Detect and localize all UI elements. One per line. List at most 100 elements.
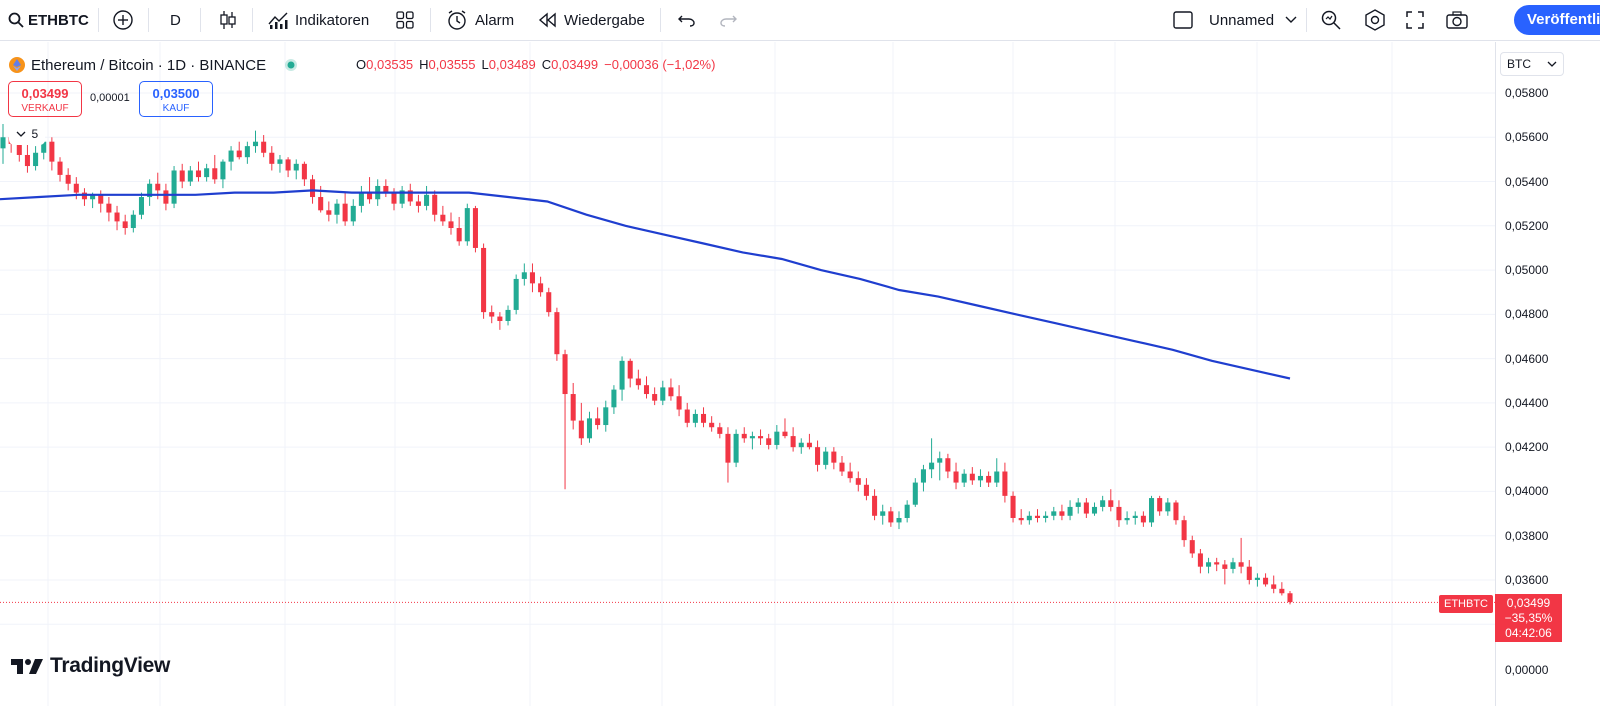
candle-body xyxy=(16,143,22,155)
candle-body xyxy=(692,413,698,423)
indicators-icon xyxy=(268,12,288,29)
candle-body xyxy=(668,387,674,397)
candle-body xyxy=(1043,515,1049,518)
alarm-button[interactable]: Alarm xyxy=(446,0,514,41)
candle-body xyxy=(839,462,845,472)
candle-body xyxy=(1189,540,1195,554)
candle-body xyxy=(652,394,658,401)
candle-body xyxy=(521,272,527,279)
candle-body xyxy=(660,387,666,401)
high-value: 0,03555 xyxy=(428,57,476,72)
candles-icon xyxy=(220,11,236,29)
candle-body xyxy=(1051,511,1057,516)
currency-label: BTC xyxy=(1507,57,1531,71)
candle-body xyxy=(489,312,495,317)
symbol-label: ETHBTC xyxy=(28,11,89,29)
candle-body xyxy=(497,316,503,321)
candle-body xyxy=(863,484,869,496)
candle-body xyxy=(138,197,144,215)
interval-label: D xyxy=(170,11,181,29)
candle-body xyxy=(684,409,690,423)
candle-body xyxy=(937,458,943,463)
layout-name: Unnamed xyxy=(1209,11,1275,29)
candle-body xyxy=(358,192,364,206)
candle-body xyxy=(1222,564,1228,569)
candle-body xyxy=(643,385,650,395)
snapshot-button[interactable] xyxy=(1445,0,1469,41)
last-price-label: 0,03499 −35,35% 04:42:06 xyxy=(1495,594,1562,642)
candle-body xyxy=(1287,593,1293,603)
currency-select[interactable]: BTC xyxy=(1500,52,1564,76)
sell-button[interactable]: 0,03499 VERKAUF xyxy=(8,81,82,117)
templates-icon xyxy=(396,11,414,29)
candle-body xyxy=(717,427,723,434)
layout-menu-button[interactable]: Unnamed xyxy=(1209,0,1298,41)
candle-body xyxy=(977,475,983,481)
layout-checkbox[interactable] xyxy=(1172,0,1194,41)
candle-body xyxy=(815,447,821,465)
indicators-collapse-toggle[interactable]: 5 xyxy=(10,124,44,144)
candle-body xyxy=(277,159,283,164)
candle-body xyxy=(49,141,55,162)
candle-body xyxy=(326,210,332,215)
candle-body xyxy=(570,394,576,421)
candle-body xyxy=(269,152,275,164)
candle-body xyxy=(57,161,63,175)
compare-symbol-button[interactable] xyxy=(112,0,134,41)
search-icon xyxy=(8,12,24,28)
candlestick-series xyxy=(0,123,1293,605)
candle-body xyxy=(961,473,967,483)
publish-button[interactable]: Veröffentlichen xyxy=(1514,5,1600,35)
candle-body xyxy=(505,309,511,321)
candle-body xyxy=(1100,500,1106,507)
templates-button[interactable] xyxy=(395,0,415,41)
candle-body xyxy=(440,214,446,222)
interval-button[interactable]: D xyxy=(170,0,181,41)
symbol-legend[interactable]: Ethereum / Bitcoin · 1D · BINANCE xyxy=(8,56,298,74)
candle-body xyxy=(432,194,438,215)
candle-body xyxy=(806,442,812,448)
candle-body xyxy=(774,431,780,445)
candle-body xyxy=(953,471,959,483)
status-dot-icon xyxy=(285,59,298,71)
axis-tick-label: 0,04200 xyxy=(1505,440,1549,454)
candle-body xyxy=(187,170,193,182)
candle-body xyxy=(896,517,902,523)
alarm-label: Alarm xyxy=(475,11,515,29)
candle-body xyxy=(578,420,584,439)
last-price-change: −35,35% xyxy=(1504,611,1553,625)
undo-button[interactable] xyxy=(677,0,697,41)
replay-button[interactable]: Wiedergabe xyxy=(538,0,645,41)
camera-icon xyxy=(1446,11,1468,29)
tradingview-logo[interactable]: TradingView xyxy=(10,654,170,678)
axis-tick-label: 0,05000 xyxy=(1505,263,1549,277)
candle-body xyxy=(179,170,185,182)
buy-button[interactable]: 0,03500 KAUF xyxy=(139,81,213,117)
candle-body xyxy=(546,292,552,313)
axis-tick-label: 0,00000 xyxy=(1505,663,1549,677)
candle-body xyxy=(929,462,935,470)
candle-body xyxy=(1067,506,1073,516)
settings-button[interactable] xyxy=(1364,0,1386,41)
candle-body xyxy=(90,194,96,200)
candle-body xyxy=(65,174,71,184)
tradingview-logo-text: TradingView xyxy=(50,654,171,677)
indicators-button[interactable]: Indikatoren xyxy=(267,0,369,41)
candle-body xyxy=(98,194,104,204)
fullscreen-button[interactable] xyxy=(1405,0,1425,41)
candle-body xyxy=(1140,515,1146,523)
candle-body xyxy=(1254,577,1260,580)
candle-body xyxy=(147,183,153,198)
candle-body xyxy=(163,190,169,204)
candle-body xyxy=(106,203,112,213)
open-key: O xyxy=(356,57,367,72)
candle-body xyxy=(1181,520,1187,541)
candle-body xyxy=(1010,495,1016,518)
redo-button[interactable] xyxy=(718,0,738,41)
candle-body xyxy=(342,203,348,222)
price-chart[interactable] xyxy=(0,42,1530,706)
sell-price: 0,03499 xyxy=(21,86,69,101)
quick-search-button[interactable] xyxy=(1320,0,1342,41)
chart-type-button[interactable] xyxy=(218,0,238,41)
symbol-search-button[interactable]: ETHBTC xyxy=(8,0,89,41)
